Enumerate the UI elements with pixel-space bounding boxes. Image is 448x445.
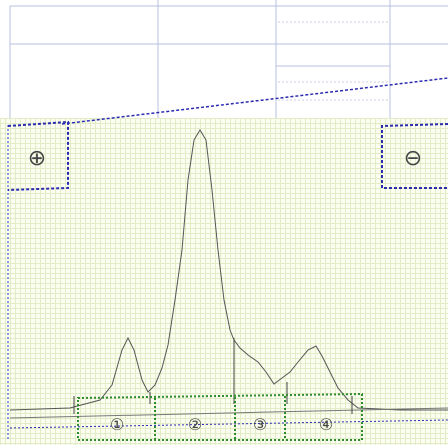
- zoom-in-icon: ⊕: [28, 146, 46, 171]
- peak-label-1[interactable]: ①: [105, 412, 129, 436]
- peak-label-4[interactable]: ④: [314, 412, 338, 436]
- peak-label-3[interactable]: ③: [248, 412, 272, 436]
- zoom-out-icon: ⊖: [404, 146, 422, 171]
- zoom-in-button[interactable]: ⊕: [8, 128, 66, 188]
- peak-label-2[interactable]: ②: [183, 412, 207, 436]
- plot-area[interactable]: [0, 118, 448, 445]
- zoom-out-button[interactable]: ⊖: [384, 128, 442, 188]
- overview-table: [0, 0, 448, 125]
